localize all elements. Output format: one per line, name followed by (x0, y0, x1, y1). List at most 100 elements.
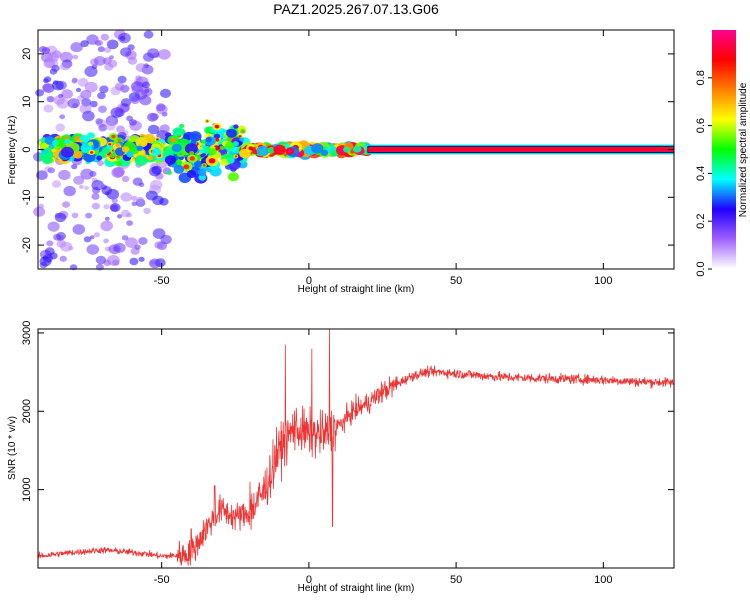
spectrogram-cell (138, 256, 145, 262)
spectrogram-cell (59, 114, 66, 120)
colorbar-tick-label: 0.0 (695, 261, 707, 276)
spectrogram-cell (72, 54, 79, 60)
spectrogram-cell (72, 224, 86, 235)
spectrogram-cell (227, 172, 239, 182)
spectrogram-cell (61, 89, 73, 99)
spectrogram-cell (109, 203, 121, 212)
snr-frame (37, 328, 675, 569)
spectrogram-cell (126, 151, 134, 158)
spectrogram-cell-peak (111, 134, 116, 139)
spectrogram-cell (113, 167, 125, 177)
spectrogram-cell (267, 147, 276, 154)
colorbar-tick-label: 0.8 (695, 70, 707, 85)
x-tick-label: 50 (450, 275, 462, 287)
spectrogram-cell (71, 212, 79, 219)
spectrogram-cell (106, 255, 120, 266)
spectrogram-cell (154, 241, 164, 249)
spectrogram-cell (77, 78, 89, 87)
spectrogram-cell (97, 92, 106, 100)
spectrogram-cell (226, 128, 237, 138)
spectrogram-cell (135, 63, 147, 73)
spectrogram-cell (144, 88, 150, 93)
spectrogram-cell (173, 165, 185, 174)
spectrogram-cell (138, 237, 148, 245)
spectrogram-cell (73, 175, 85, 185)
spectrogram-cell (70, 42, 83, 53)
y-tick-label: 3000 (21, 321, 33, 345)
spectrogram-cell (94, 232, 100, 238)
spectrogram-cell (80, 40, 89, 48)
x-tick-label: 0 (306, 574, 312, 586)
snr-series-line (38, 329, 674, 566)
snr-plot-area (38, 329, 674, 568)
spectrogram-cell (165, 132, 172, 138)
spectrogram-cell (120, 192, 132, 202)
spectrogram-cell (98, 124, 108, 132)
spectrogram-cell-peak (190, 152, 193, 154)
y-tick-label: 2000 (21, 399, 33, 423)
spectrogram-cell (136, 196, 145, 204)
spectrogram-cell (99, 85, 109, 94)
x-tick-label: 100 (594, 574, 612, 586)
spectrogram-cell (113, 242, 126, 253)
spectrogram-cell (171, 143, 182, 153)
spectrogram-cell (40, 142, 48, 149)
spectrogram-cell (109, 55, 114, 60)
spectrogram-cell (75, 87, 82, 93)
spectrogram-cell-peak (220, 146, 224, 149)
spectrogram-panel: -50 0 50 100 -20 -10 0 10 20 Height of straight… (7, 29, 675, 295)
spectrogram-cell (79, 184, 84, 189)
spectrogram-cell (115, 82, 125, 91)
colorbar: 0.0 0.2 0.4 0.6 0.8 Normalized spectral ampl… (695, 30, 749, 277)
spectrogram-cell (46, 52, 59, 63)
spectrogram-cell (115, 161, 123, 167)
spectrogram-cell (56, 235, 64, 241)
spectrogram-cell (186, 170, 197, 178)
spectrogram-cell (184, 143, 198, 155)
spectrogram-cell (232, 141, 239, 147)
snr-y-axis-label: SNR (10 * v/v) (7, 416, 18, 480)
spectrogram-cell-peak (189, 156, 195, 161)
spectrogram-cell-peak (241, 130, 245, 133)
spectrogram-cell (52, 80, 64, 91)
spectrogram-cell (166, 170, 172, 175)
spectrogram-cell (48, 144, 55, 150)
spectrogram-cell-peak (183, 164, 190, 170)
colorbar-label: Normalized spectral amplitude (738, 82, 749, 217)
spectrogram-cell (80, 168, 94, 180)
spectrogram-cell (104, 216, 110, 221)
spectrogram-cell (108, 117, 116, 123)
x-tick-label: 50 (450, 574, 462, 586)
snr-x-ticks: -50 0 50 100 (154, 329, 613, 586)
spectrogram-y-ticks: -20 -10 0 10 20 (21, 48, 674, 253)
spectrogram-cell-peak (234, 155, 238, 158)
x-tick-label: 0 (306, 275, 312, 287)
spectrogram-cell (131, 195, 138, 201)
spectrogram-cell (141, 81, 150, 89)
snr-x-axis-label: Height of straight line (km) (298, 583, 415, 594)
spectrogram-cell (100, 33, 110, 41)
snr-panel: -50 0 50 100 1000 2000 3000 Height of straigh… (7, 321, 675, 594)
spectrogram-cell (117, 214, 123, 219)
spectrogram-cell (84, 81, 98, 93)
spectrogram-cell (121, 175, 130, 183)
spectrogram-cell (197, 168, 207, 177)
spectrogram-cell (71, 164, 78, 170)
spectrogram-cell-peak (74, 136, 82, 142)
spectrogram-cell (208, 148, 217, 156)
spectrogram-cell (205, 136, 212, 143)
spectrogram-cell (130, 96, 140, 105)
spectrogram-cell (120, 47, 132, 57)
colorbar-gradient (712, 30, 736, 269)
spectrogram-clusters (33, 29, 374, 271)
spectrogram-cell (136, 145, 144, 151)
spectrogram-cell (150, 179, 163, 190)
spectrogram-cell (158, 49, 171, 60)
spectrogram-cell (101, 186, 112, 195)
spectrogram-cell (119, 36, 126, 41)
spectrogram-cell (84, 66, 98, 77)
spectrogram-x-ticks: -50 0 50 100 (154, 30, 613, 287)
spectrogram-cell (46, 240, 54, 247)
x-tick-label: -50 (154, 275, 170, 287)
spectrogram-cell (198, 174, 207, 181)
